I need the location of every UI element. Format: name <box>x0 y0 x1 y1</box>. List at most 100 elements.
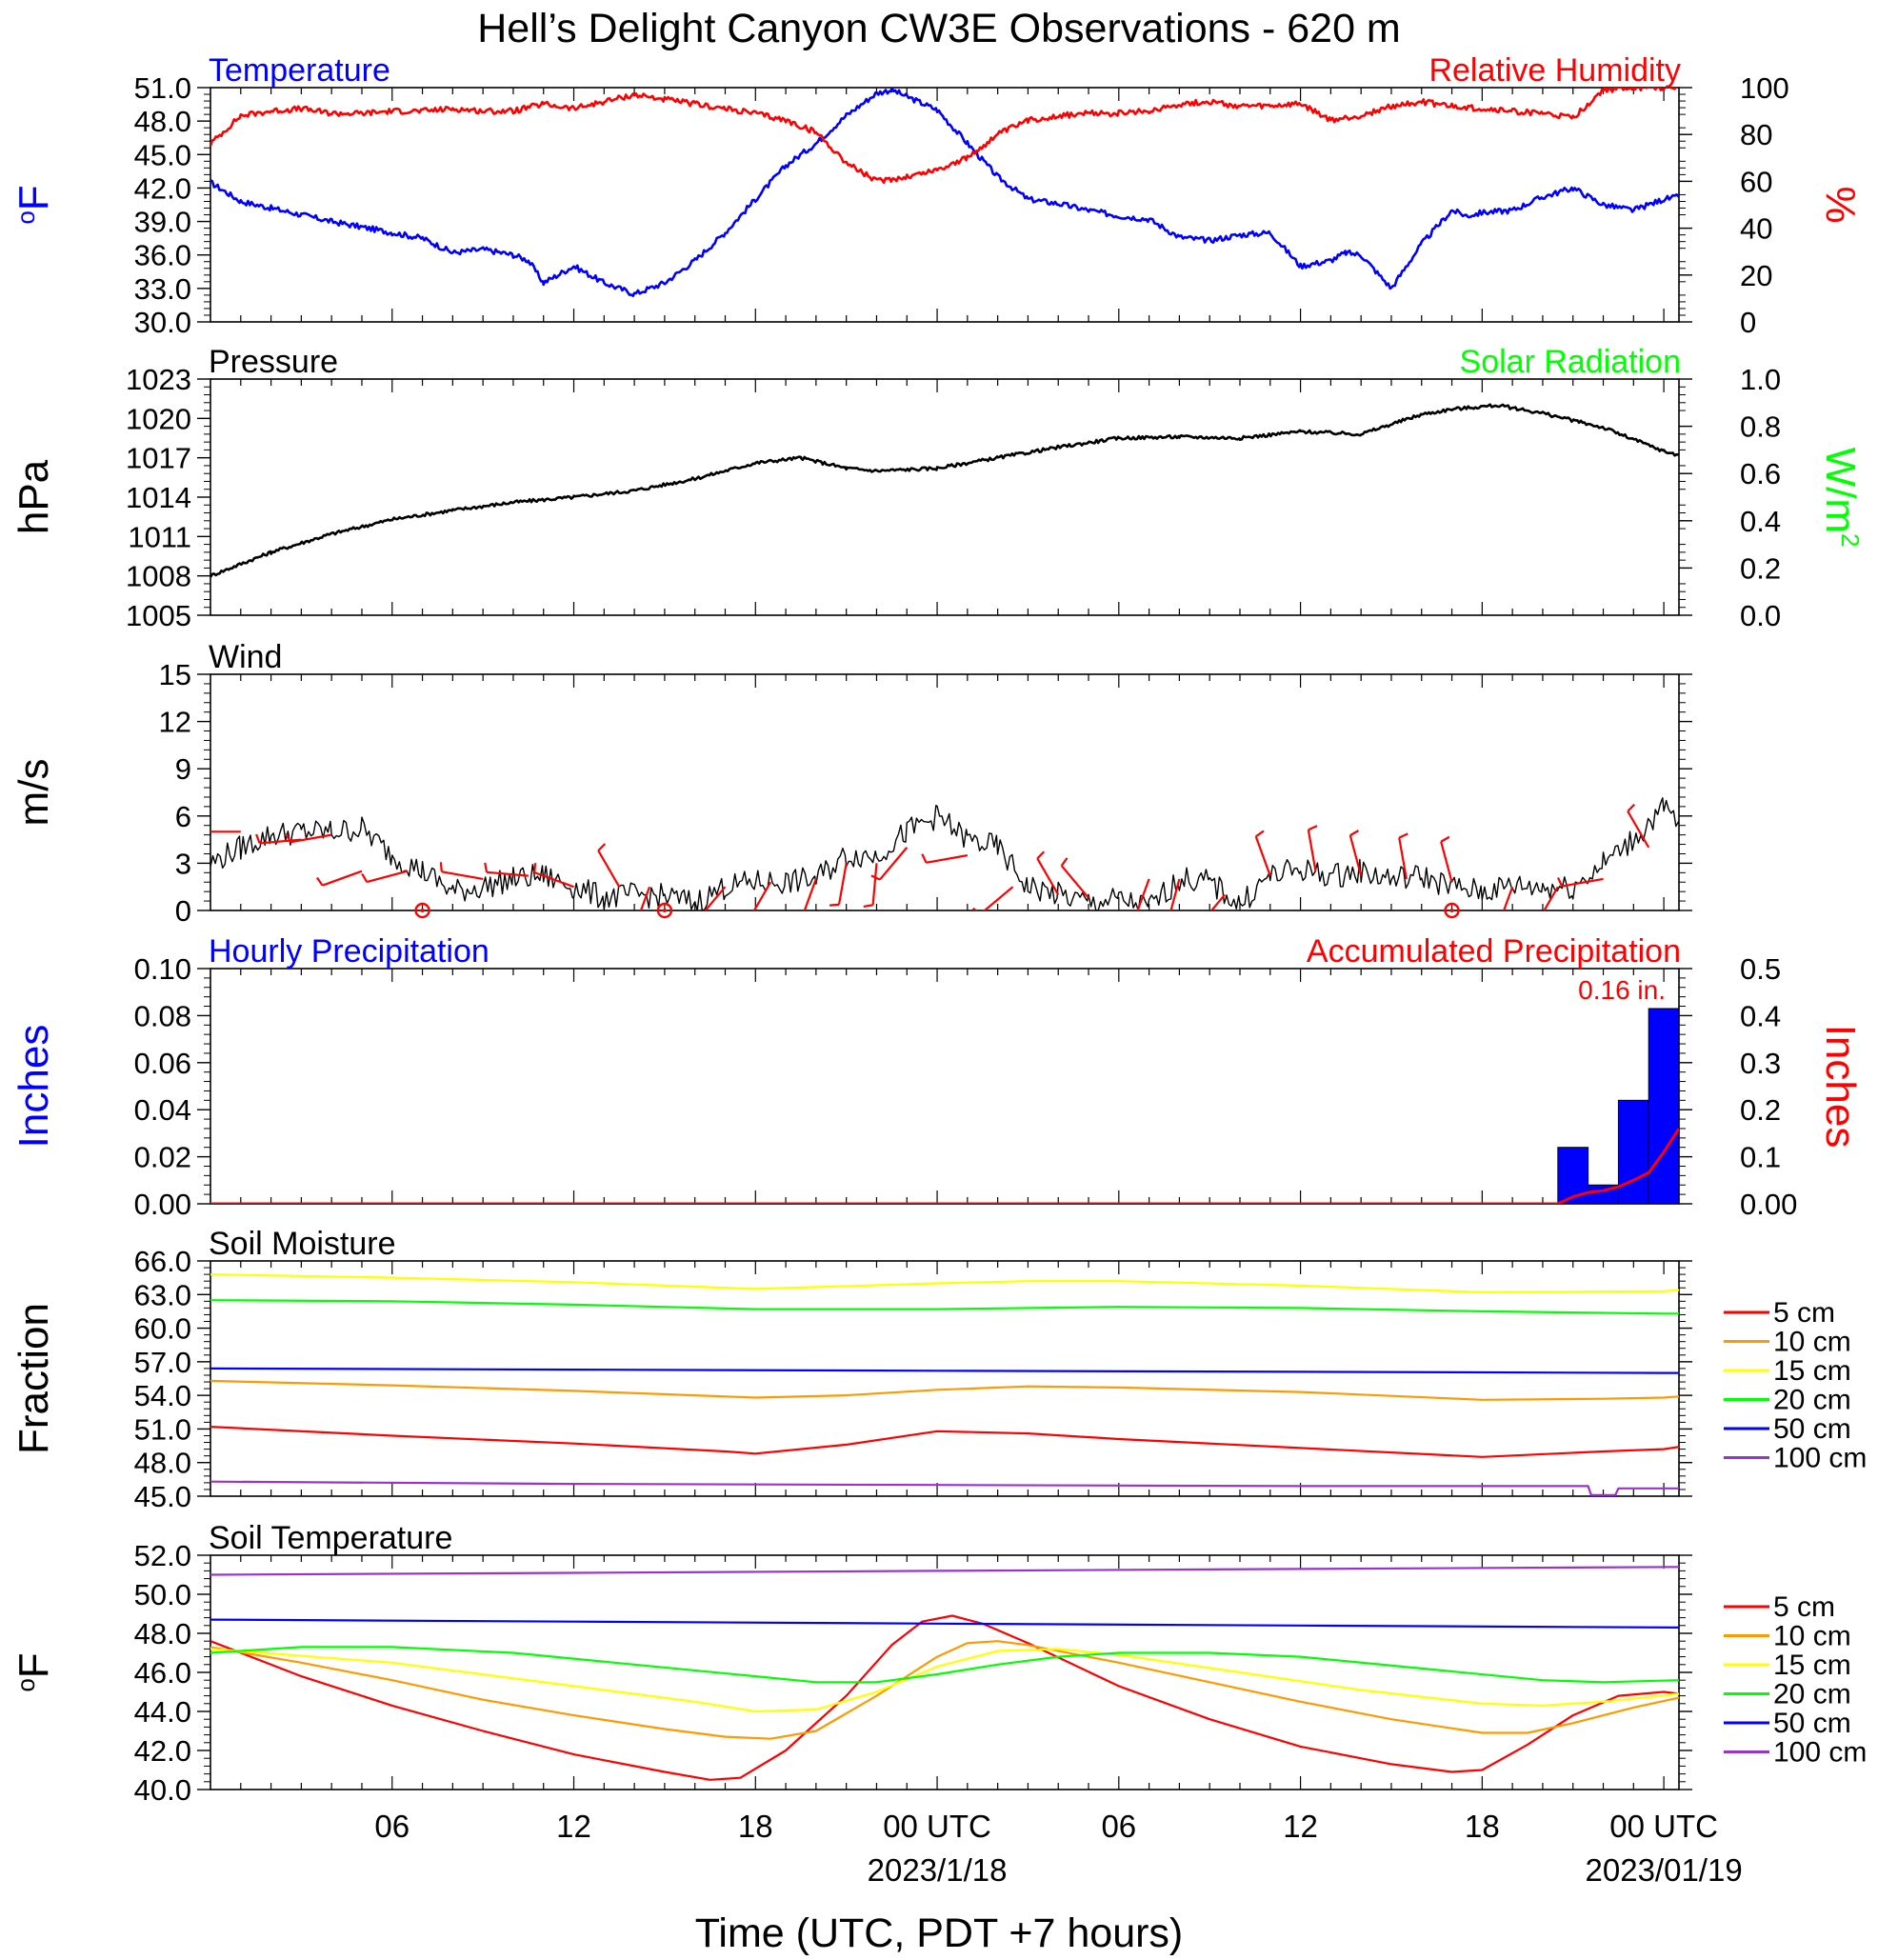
panel-title-left: Pressure <box>209 344 338 380</box>
wind-barb <box>926 854 969 864</box>
y-tick-label: 40.0 <box>134 1773 191 1807</box>
panel-title-left: Hourly Precipitation <box>209 933 489 970</box>
plot-area <box>210 797 1679 910</box>
y-tick-label: 51.0 <box>134 71 191 105</box>
y-tick-label: 36.0 <box>134 239 191 272</box>
y-axis-label: oF <box>10 1652 57 1691</box>
wind-barb <box>752 881 772 910</box>
wind-barb <box>983 886 1014 910</box>
precip-bar <box>1648 1008 1679 1204</box>
precip-bar <box>1617 1099 1649 1204</box>
wind-barb-flag <box>361 872 369 883</box>
wind-barb <box>1060 865 1089 899</box>
y2-tick-label: 1.0 <box>1740 363 1781 396</box>
legend-label: 50 cm <box>1773 1708 1851 1739</box>
legend-label: 50 cm <box>1773 1413 1851 1445</box>
y-tick-label: 45.0 <box>134 1480 191 1513</box>
panel-soil-moisture: 45.048.051.054.057.060.063.066.0 Soil Moi… <box>10 1226 1867 1513</box>
plot-area <box>210 1008 1679 1204</box>
legend-label: 15 cm <box>1773 1355 1851 1387</box>
y-tick-label: 1023 <box>126 363 191 396</box>
y-tick-label: 52.0 <box>134 1539 191 1572</box>
wind-barb <box>1136 878 1150 910</box>
y-tick-label: 6 <box>175 800 191 833</box>
y-axis-label: m/s <box>10 759 57 827</box>
panel-title-left: Soil Moisture <box>209 1226 396 1262</box>
y-tick-label: 3 <box>175 847 191 880</box>
wind-barb <box>1169 878 1181 910</box>
y-tick-label: 1020 <box>126 402 191 435</box>
wind-barb-flag <box>921 853 928 864</box>
legend-label: 10 cm <box>1773 1327 1851 1358</box>
panel-title-right: Relative Humidity <box>1428 52 1681 89</box>
y-axis-label: oF <box>10 185 57 224</box>
y-tick-label: 48.0 <box>134 1617 191 1650</box>
y-tick-label: 44.0 <box>134 1695 191 1729</box>
panel-precipitation: 0.00 0.02 0.04 0.06 0.08 0.10 0.00 0.1 0.2 0.3 0.4… <box>10 933 1864 1221</box>
series-line-5cm <box>210 1614 1679 1781</box>
wind-barb <box>704 886 727 910</box>
y2-tick-label: 0.8 <box>1740 410 1781 444</box>
wind-barb-flag <box>1036 850 1046 860</box>
panel-wind: 0 3 6 9 12 15 Wind m/s <box>10 639 1692 928</box>
y-tick-label: 1017 <box>126 442 191 475</box>
y2-tick-label: 0.1 <box>1740 1141 1781 1174</box>
plot-area <box>210 403 1679 578</box>
y-axis-label: Fraction <box>10 1303 57 1454</box>
y-tick-label: 9 <box>175 752 191 786</box>
calm-wind-dot <box>1449 909 1454 912</box>
y2-tick-label: 0.00 <box>1740 1188 1797 1221</box>
y2-tick-label: 80 <box>1740 118 1772 151</box>
wind-barb-flag <box>484 862 489 872</box>
y-tick-label: 45.0 <box>134 138 191 171</box>
wind-barb-flag <box>533 863 537 873</box>
wind-barb <box>1398 837 1408 880</box>
y-tick-label: 33.0 <box>134 272 191 306</box>
calm-wind-marker <box>414 902 430 919</box>
calm-wind-dot <box>420 909 425 912</box>
wind-barb-flag <box>1627 803 1636 812</box>
wind-barb <box>322 870 363 887</box>
y2-tick-label: 0.5 <box>1740 952 1781 986</box>
y-axis-label: Inches <box>10 1025 57 1149</box>
y2-tick-label: 0.4 <box>1740 999 1781 1032</box>
series-line-15cm <box>210 1273 1679 1293</box>
wind-barb <box>871 863 878 906</box>
y2-tick-label: 0.6 <box>1740 457 1781 490</box>
time-tick-label: 12 <box>556 1809 591 1844</box>
y2-axis-label: W/m2 <box>1817 448 1865 548</box>
series-line-20cm <box>210 1299 1679 1315</box>
plot-frame <box>210 1260 1680 1497</box>
page-title: Hell’s Delight Canyon CW3E Observations … <box>477 6 1401 51</box>
calm-wind-marker <box>1444 902 1460 919</box>
y2-tick-label: 20 <box>1740 259 1772 292</box>
wind-barb <box>533 871 574 889</box>
series-line-left <box>210 797 1679 910</box>
y-tick-label: 0.00 <box>134 1188 191 1221</box>
y-tick-label: 50.0 <box>134 1578 191 1611</box>
y-tick-label: 0.10 <box>134 952 191 986</box>
y-tick-label: 0.08 <box>134 999 191 1032</box>
wind-barb-flag <box>1398 832 1408 839</box>
y-tick-label: 30.0 <box>134 306 191 339</box>
wind-barb <box>1209 893 1226 910</box>
date-label: 2023/01/19 <box>1586 1852 1743 1888</box>
y-tick-label: 0.06 <box>134 1047 191 1080</box>
plot-frame <box>210 673 1680 911</box>
y-tick-label: 0 <box>175 894 191 928</box>
time-tick-label: 00 UTC <box>1609 1809 1718 1844</box>
wind-barb-flag <box>285 832 291 843</box>
y-tick-label: 42.0 <box>134 171 191 205</box>
wind-barb-flag <box>1255 830 1265 838</box>
y-tick-label: 63.0 <box>134 1278 191 1311</box>
y2-tick-label: 0.0 <box>1740 599 1781 632</box>
panel-title-left: Soil Temperature <box>209 1520 452 1556</box>
y-tick-label: 48.0 <box>134 105 191 138</box>
y2-tick-label: 40 <box>1740 212 1772 246</box>
y-tick-label: 51.0 <box>134 1412 191 1446</box>
series-line-5cm <box>210 1426 1679 1458</box>
wind-barb-flag <box>1556 877 1564 888</box>
wind-barb-flag <box>255 833 261 844</box>
wind-barb-flag <box>1060 857 1069 867</box>
